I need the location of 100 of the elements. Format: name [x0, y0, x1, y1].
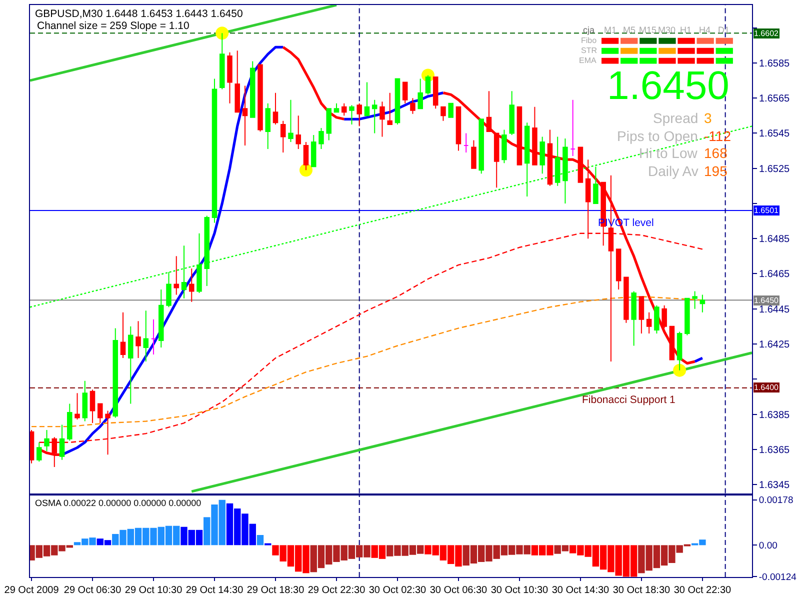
candlestick [98, 403, 103, 424]
candlestick [463, 132, 469, 154]
candlestick [394, 78, 400, 125]
candlestick [334, 102, 340, 113]
candlestick [30, 430, 34, 464]
annotation: 168 [704, 145, 728, 161]
candlestick [471, 140, 476, 169]
annotation: Pips to Open [617, 128, 698, 144]
point [673, 364, 686, 377]
x-tick-label: 30 Oct 06:30 [430, 585, 488, 596]
candlestick [82, 380, 88, 422]
candlestick [418, 78, 423, 110]
candlestick [242, 85, 248, 146]
x-tick-label: 30 Oct 14:30 [552, 585, 610, 596]
y-tick-label: 1.6485 [759, 234, 790, 246]
annotation: H4 [699, 25, 711, 35]
candlestick [59, 424, 65, 460]
y-tick-label: 1.6365 [759, 444, 790, 456]
candlestick [432, 76, 438, 110]
candlestick [150, 318, 156, 356]
candlestick [380, 101, 385, 138]
candlestick [662, 304, 667, 329]
annotation: 195 [704, 163, 728, 179]
x-tick-label: 30 Oct 10:30 [490, 585, 549, 596]
candlestick [349, 104, 354, 125]
y-tick-label: 1.6525 [759, 164, 790, 175]
y-tick-label: 1.6465 [759, 269, 790, 280]
candlestick [372, 99, 378, 134]
text: Channel size = 259 Slope = 1.10 [37, 20, 190, 32]
candlestick [593, 166, 598, 204]
candlestick [669, 326, 675, 360]
point [216, 26, 229, 40]
candlestick [212, 78, 218, 224]
candlestick [646, 312, 652, 334]
ref-line-label: 1.6400 [754, 383, 780, 392]
candlestick [494, 132, 500, 188]
candlestick [136, 320, 141, 359]
candlestick [272, 92, 278, 125]
x-tick-label: 30 Oct 18:30 [612, 585, 671, 596]
annotation: Spread [653, 110, 698, 126]
candlestick [478, 118, 484, 174]
candlestick [356, 102, 362, 127]
candlestick [303, 142, 309, 171]
candlestick [425, 74, 431, 96]
candlestick [204, 215, 210, 287]
candlestick [692, 290, 698, 310]
candlestick [181, 245, 187, 299]
candlestick [44, 430, 50, 452]
candlestick [502, 129, 507, 164]
ref-line-label: 1.6602 [754, 29, 780, 38]
candlestick [227, 52, 232, 104]
candlestick [234, 50, 240, 113]
annotation: M5 [623, 25, 636, 35]
candlestick [341, 102, 347, 116]
x-tick-label: 30 Oct 22:30 [674, 585, 732, 596]
candlestick [638, 296, 644, 334]
y-tick-label: 1.6585 [759, 58, 790, 70]
candlestick [296, 115, 301, 150]
candlestick [631, 290, 636, 346]
annotation: 1.6450 [607, 64, 730, 108]
candlestick [554, 136, 560, 186]
candlestick [219, 32, 225, 90]
y-tick-label: 0.00178 [758, 495, 794, 506]
candlestick [700, 294, 706, 313]
candlestick [547, 129, 553, 186]
annotation: 3 [704, 110, 712, 126]
candlestick [532, 106, 538, 166]
candlestick [74, 392, 80, 420]
candlestick [676, 331, 682, 371]
annotation: cja [583, 25, 595, 35]
x-tick-label: 29 Oct 2009 [4, 585, 60, 596]
candlestick [456, 106, 462, 152]
chart-title: OSMA 0.00022 0.00000 0.00000 0.00000 [35, 498, 202, 508]
annotation: Daily Av [648, 163, 698, 179]
candlestick [570, 99, 576, 157]
x-tick-label: 29 Oct 14:30 [186, 585, 244, 596]
x-tick-label: 29 Oct 18:30 [246, 585, 305, 596]
candlestick [143, 310, 149, 362]
candlestick [67, 403, 72, 442]
candlestick [509, 90, 514, 136]
candlestick [158, 289, 164, 348]
candlestick [120, 312, 126, 359]
bar [256, 534, 264, 546]
x-tick-label: 29 Oct 06:30 [64, 585, 122, 596]
annotation: D1 [718, 25, 730, 35]
candlestick [364, 82, 370, 116]
candlestick [540, 136, 545, 174]
annotation: Fibo [581, 36, 598, 45]
candlestick [410, 98, 416, 114]
candlestick [189, 268, 194, 302]
y-tick-label: 1.6565 [759, 94, 790, 105]
annotation: M30 [658, 25, 676, 35]
y-tick-label: 1.6425 [759, 339, 790, 350]
candlestick [36, 442, 42, 462]
candlestick [265, 102, 271, 150]
candlestick [112, 328, 118, 418]
y-tick-label: 0.00 [758, 540, 778, 552]
candlestick [258, 64, 263, 132]
candlestick [128, 326, 134, 404]
x-tick-label: 29 Oct 10:30 [124, 585, 183, 596]
